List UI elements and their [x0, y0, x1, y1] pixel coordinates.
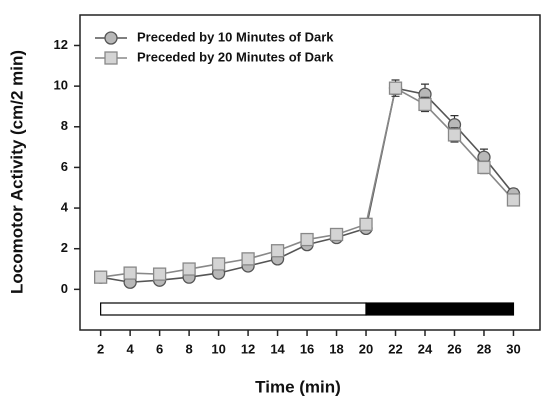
x-tick-label: 6: [156, 341, 163, 356]
y-axis-label: Locomotor Activity (cm/2 min): [7, 50, 26, 294]
data-point: [211, 257, 226, 271]
x-tick-label: 12: [241, 341, 255, 356]
y-tick-label: 0: [61, 281, 68, 296]
phase-bar: [365, 302, 515, 316]
x-tick-label: 30: [506, 341, 520, 356]
legend-marker: [104, 51, 118, 65]
x-tick-label: 28: [477, 341, 491, 356]
x-tick-label: 4: [127, 341, 135, 356]
data-point: [359, 217, 373, 231]
data-point: [447, 128, 462, 142]
x-tick-label: 14: [270, 341, 285, 356]
phase-bar: [100, 302, 367, 316]
data-point: [123, 266, 137, 280]
x-tick-label: 20: [359, 341, 373, 356]
legend-label: Preceded by 10 Minutes of Dark: [137, 29, 334, 44]
x-tick-label: 2: [97, 341, 104, 356]
plot-frame: [79, 14, 541, 331]
x-tick-label: 8: [185, 341, 192, 356]
y-tick-label: 2: [61, 240, 68, 255]
data-point: [182, 262, 196, 276]
y-tick-label: 10: [54, 78, 68, 93]
data-point: [241, 252, 255, 266]
y-tick-label: 8: [61, 118, 68, 133]
x-tick-label: 26: [447, 341, 461, 356]
data-point: [270, 244, 285, 258]
y-tick-label: 6: [61, 159, 68, 174]
data-point: [329, 227, 344, 242]
y-tick-label: 12: [54, 37, 68, 52]
y-tick-label: 4: [61, 200, 69, 215]
data-point: [300, 232, 314, 247]
x-tick-label: 24: [418, 341, 433, 356]
data-point: [93, 270, 108, 284]
series-line: [100, 87, 515, 284]
x-tick-label: 18: [329, 341, 343, 356]
data-point: [152, 267, 167, 281]
legend-label: Preceded by 20 Minutes of Dark: [137, 49, 334, 64]
data-point: [477, 160, 491, 175]
x-tick-label: 22: [388, 341, 402, 356]
x-axis-label: Time (min): [255, 377, 341, 396]
data-point: [506, 193, 521, 207]
data-point: [418, 97, 432, 112]
x-tick-label: 16: [300, 341, 314, 356]
legend-marker: [104, 31, 118, 45]
data-point: [388, 81, 403, 95]
x-tick-label: 10: [211, 341, 225, 356]
